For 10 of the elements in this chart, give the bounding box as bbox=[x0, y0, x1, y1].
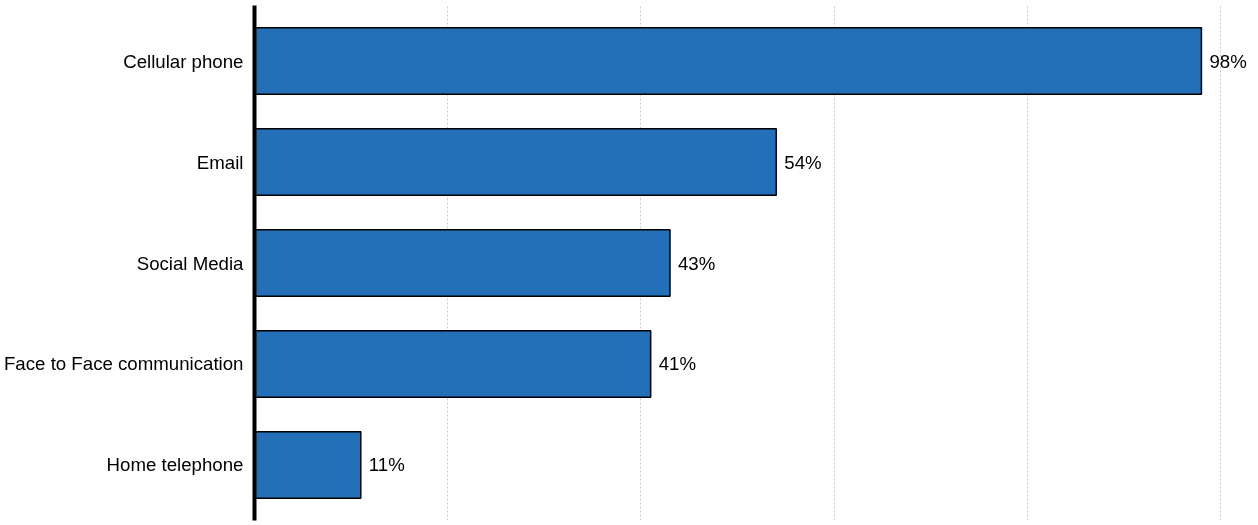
y-tick-label: Email bbox=[196, 151, 244, 173]
data-label: 41% bbox=[658, 353, 696, 375]
y-tick-label: Home telephone bbox=[106, 454, 244, 476]
data-label: 54% bbox=[784, 151, 822, 173]
data-label: 98% bbox=[1209, 50, 1247, 72]
data-label: 11% bbox=[368, 454, 405, 476]
y-tick-label: Social Media bbox=[136, 252, 245, 274]
data-label: 43% bbox=[677, 252, 716, 274]
y-tick-label: Face to Face communication bbox=[3, 353, 244, 375]
y-tick-label: Cellular phone bbox=[123, 50, 244, 72]
